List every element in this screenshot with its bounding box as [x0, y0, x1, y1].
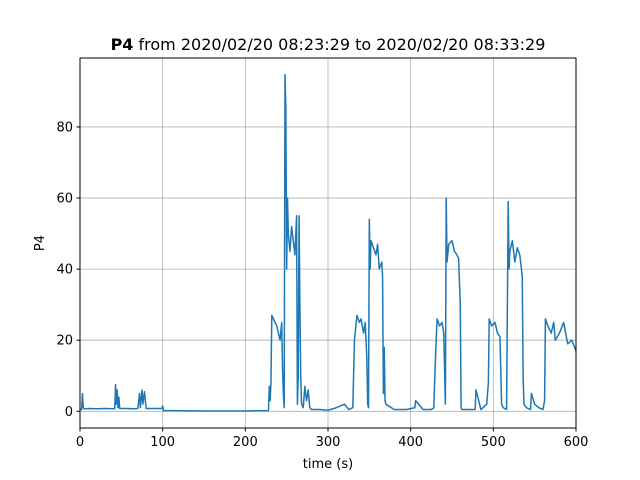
grid — [79, 58, 577, 428]
plot — [80, 73, 577, 412]
data-line — [80, 73, 577, 412]
ticks: 0 100 200 300 400 500 600 0 20 40 60 80 — [56, 120, 588, 450]
x-tick-label: 300 — [316, 435, 341, 450]
x-tick-label: 100 — [150, 435, 175, 450]
y-tick-label: 0 — [65, 405, 73, 420]
x-axis-label: time (s) — [303, 457, 353, 472]
y-tick-label: 80 — [56, 120, 73, 135]
x-tick-label: 200 — [233, 435, 258, 450]
x-tick-label: 500 — [481, 435, 506, 450]
title-bold: P4 — [111, 35, 134, 54]
y-axis-label: P4 — [33, 235, 48, 251]
x-tick-label: 0 — [76, 435, 84, 450]
x-tick-label: 600 — [564, 435, 589, 450]
chart-title: P4 from 2020/02/20 08:23:29 to 2020/02/2… — [111, 35, 546, 54]
title-rest: from 2020/02/20 08:23:29 to 2020/02/20 0… — [139, 35, 546, 54]
y-tick-label: 40 — [56, 263, 73, 278]
x-tick-label: 400 — [398, 435, 423, 450]
y-tick-label: 20 — [56, 334, 73, 349]
y-tick-label: 60 — [56, 192, 73, 207]
